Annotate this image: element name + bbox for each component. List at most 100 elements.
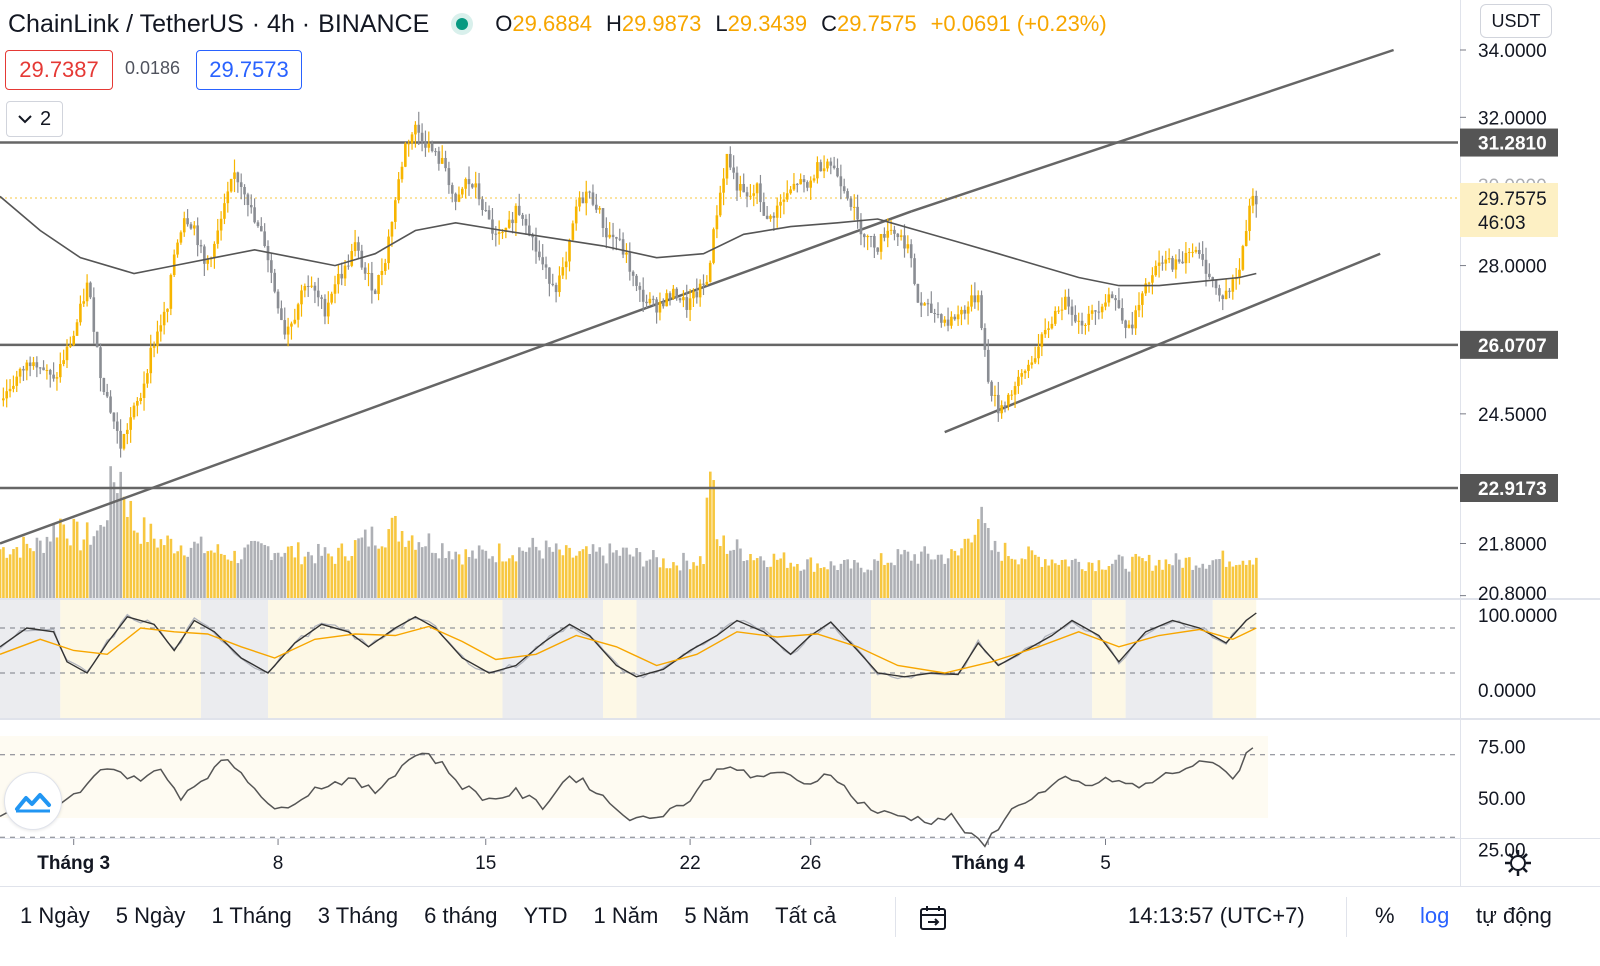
- volume-bar: [1157, 559, 1161, 598]
- volume-bar: [142, 517, 146, 598]
- volume-bar: [18, 557, 22, 598]
- range-button[interactable]: 1 Ngày: [20, 903, 90, 928]
- log-scale-toggle[interactable]: log: [1420, 903, 1450, 928]
- volume-bar: [749, 554, 752, 598]
- range-button[interactable]: 5 Ngày: [115, 903, 186, 928]
- volume-bar: [457, 554, 461, 598]
- candle-body: [685, 297, 689, 310]
- calendar-goto-icon[interactable]: [918, 903, 948, 933]
- candle-body: [246, 194, 250, 206]
- range-button[interactable]: 5 Năm: [684, 903, 750, 928]
- range-button[interactable]: 6 tháng: [424, 903, 498, 928]
- volume-bar: [719, 546, 722, 598]
- stoch-zone-band: [1092, 600, 1126, 718]
- candle-body: [561, 267, 565, 276]
- volume-bar: [196, 543, 200, 598]
- clock-timezone[interactable]: 14:13:57 (UTC+7): [1128, 903, 1305, 928]
- interval-label[interactable]: · 4h ·: [251, 9, 311, 38]
- volume-bar: [943, 563, 947, 598]
- candle-body: [1120, 308, 1124, 321]
- candle-body: [52, 374, 55, 379]
- candle-body: [1050, 323, 1054, 329]
- range-button[interactable]: 1 Năm: [593, 903, 659, 928]
- volume-bar: [1141, 558, 1144, 598]
- volume-bar: [434, 553, 437, 598]
- volume-bar: [394, 515, 397, 598]
- candle-body: [363, 267, 367, 274]
- last-price-tag: [1460, 182, 1558, 237]
- candle-body: [916, 283, 920, 303]
- range-button[interactable]: 1 Tháng: [211, 903, 292, 928]
- symbol-name[interactable]: ChainLink / TetherUS: [8, 9, 244, 38]
- volume-bar: [146, 542, 149, 598]
- candle-body: [1238, 269, 1241, 279]
- tradingview-logo[interactable]: [4, 772, 62, 830]
- volume-bar: [822, 567, 826, 598]
- candle-body: [162, 311, 166, 326]
- candle-body: [836, 167, 839, 177]
- volume-bar: [166, 535, 169, 598]
- candle-body: [538, 251, 541, 258]
- volume-bar: [1027, 546, 1030, 598]
- volume-bar: [136, 532, 139, 598]
- volume-bar: [1037, 556, 1040, 598]
- volume-bar: [280, 556, 283, 598]
- volume-bar: [889, 562, 893, 598]
- candle-body: [688, 298, 692, 310]
- percent-scale-toggle[interactable]: %: [1375, 903, 1395, 928]
- candle-body: [672, 288, 675, 299]
- currency-button[interactable]: USDT: [1480, 4, 1552, 38]
- volume-bar: [296, 542, 300, 598]
- range-button[interactable]: 3 Tháng: [317, 903, 399, 928]
- volume-bar: [648, 559, 652, 598]
- volume-bar: [417, 542, 421, 598]
- volume-bar: [621, 547, 625, 598]
- candle-body: [869, 235, 873, 237]
- candle-body: [172, 254, 176, 276]
- volume-bar: [176, 551, 179, 598]
- volume-bar: [936, 554, 940, 598]
- candle-body: [457, 194, 461, 202]
- candle-body: [919, 302, 923, 306]
- candle-body: [718, 192, 722, 216]
- candle-body: [662, 301, 665, 307]
- volume-bar: [662, 558, 665, 598]
- candle-body: [347, 265, 350, 267]
- candle-body: [819, 162, 823, 172]
- volume-bar: [159, 539, 163, 598]
- volume-bar: [1174, 553, 1178, 598]
- candle-body: [574, 206, 578, 224]
- settings-gear-icon[interactable]: [1503, 848, 1533, 878]
- volume-bar: [518, 547, 521, 598]
- volume-bar: [290, 546, 293, 598]
- candle-body: [203, 246, 206, 264]
- indicators-toggle-button[interactable]: 2: [6, 101, 63, 137]
- sell-button[interactable]: 29.7387: [5, 50, 113, 90]
- candle-body: [1164, 259, 1168, 264]
- range-button[interactable]: Tất cả: [775, 903, 837, 928]
- range-button[interactable]: YTD: [523, 903, 568, 928]
- stoch-zone-band: [502, 600, 603, 718]
- volume-bar: [702, 564, 705, 598]
- candle-body: [933, 313, 936, 315]
- volume-bar: [534, 546, 538, 598]
- volume-bar: [548, 547, 551, 598]
- price-tick-label: 21.8000: [1478, 534, 1547, 555]
- candle-body: [889, 229, 893, 231]
- buy-button[interactable]: 29.7573: [196, 50, 302, 90]
- volume-bar: [1107, 566, 1111, 598]
- candle-body: [82, 301, 86, 304]
- volume-bar: [816, 563, 819, 598]
- volume-bar: [189, 547, 193, 598]
- candle-body: [782, 199, 786, 202]
- volume-bar: [1208, 564, 1211, 598]
- candle-body: [976, 295, 980, 303]
- candle-body: [678, 298, 682, 301]
- volume-bar: [407, 540, 411, 598]
- volume-bar: [866, 569, 870, 598]
- price-chart[interactable]: 34.0000 32.0000 28.0000 24.5000 21.8000 20.80…: [0, 0, 1600, 886]
- volume-bar: [400, 531, 404, 598]
- volume-bar: [765, 567, 769, 598]
- volume-bar: [494, 562, 498, 598]
- auto-scale-toggle[interactable]: tự động: [1476, 903, 1552, 928]
